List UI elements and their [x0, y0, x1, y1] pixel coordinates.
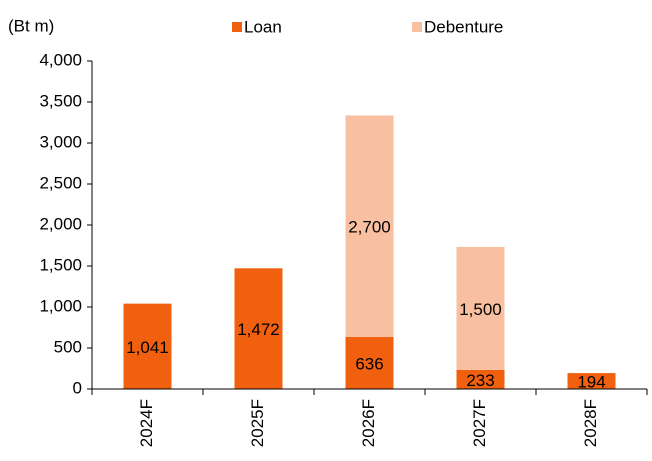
bar-segment — [567, 373, 616, 389]
bar-segment — [123, 303, 172, 389]
data-label: 636 — [355, 354, 383, 373]
y-tick-label: 3,500 — [39, 91, 82, 110]
legend-swatch — [412, 22, 422, 32]
bar-segment — [345, 336, 394, 389]
data-label: 233 — [466, 371, 494, 390]
bar-segment — [456, 369, 505, 389]
bar-segment — [345, 115, 394, 337]
legend-label: Debenture — [424, 17, 503, 36]
y-tick-label: 1,500 — [39, 255, 82, 274]
data-label: 2,700 — [348, 218, 391, 237]
x-tick-label: 2024F — [137, 399, 156, 447]
legend-swatch — [232, 22, 242, 32]
y-tick-label: 500 — [54, 337, 82, 356]
y-tick-label: 3,000 — [39, 132, 82, 151]
x-tick-label: 2026F — [359, 399, 378, 447]
legend-label: Loan — [244, 17, 282, 36]
y-tick-label: 4,000 — [39, 50, 82, 69]
bar-segment — [456, 246, 505, 370]
data-label: 1,472 — [237, 320, 280, 339]
data-label: 1,500 — [459, 300, 502, 319]
y-tick-label: 2,500 — [39, 173, 82, 192]
bar-segment — [234, 268, 283, 389]
y-tick-label: 2,000 — [39, 214, 82, 233]
x-tick-label: 2028F — [581, 399, 600, 447]
y-tick-label: 0 — [73, 378, 82, 397]
x-tick-label: 2027F — [470, 399, 489, 447]
y-tick-label: 1,000 — [39, 296, 82, 315]
x-tick-label: 2025F — [248, 399, 267, 447]
data-label: 194 — [577, 373, 605, 392]
y-axis-label: (Bt m) — [8, 16, 54, 35]
data-label: 1,041 — [126, 338, 169, 357]
